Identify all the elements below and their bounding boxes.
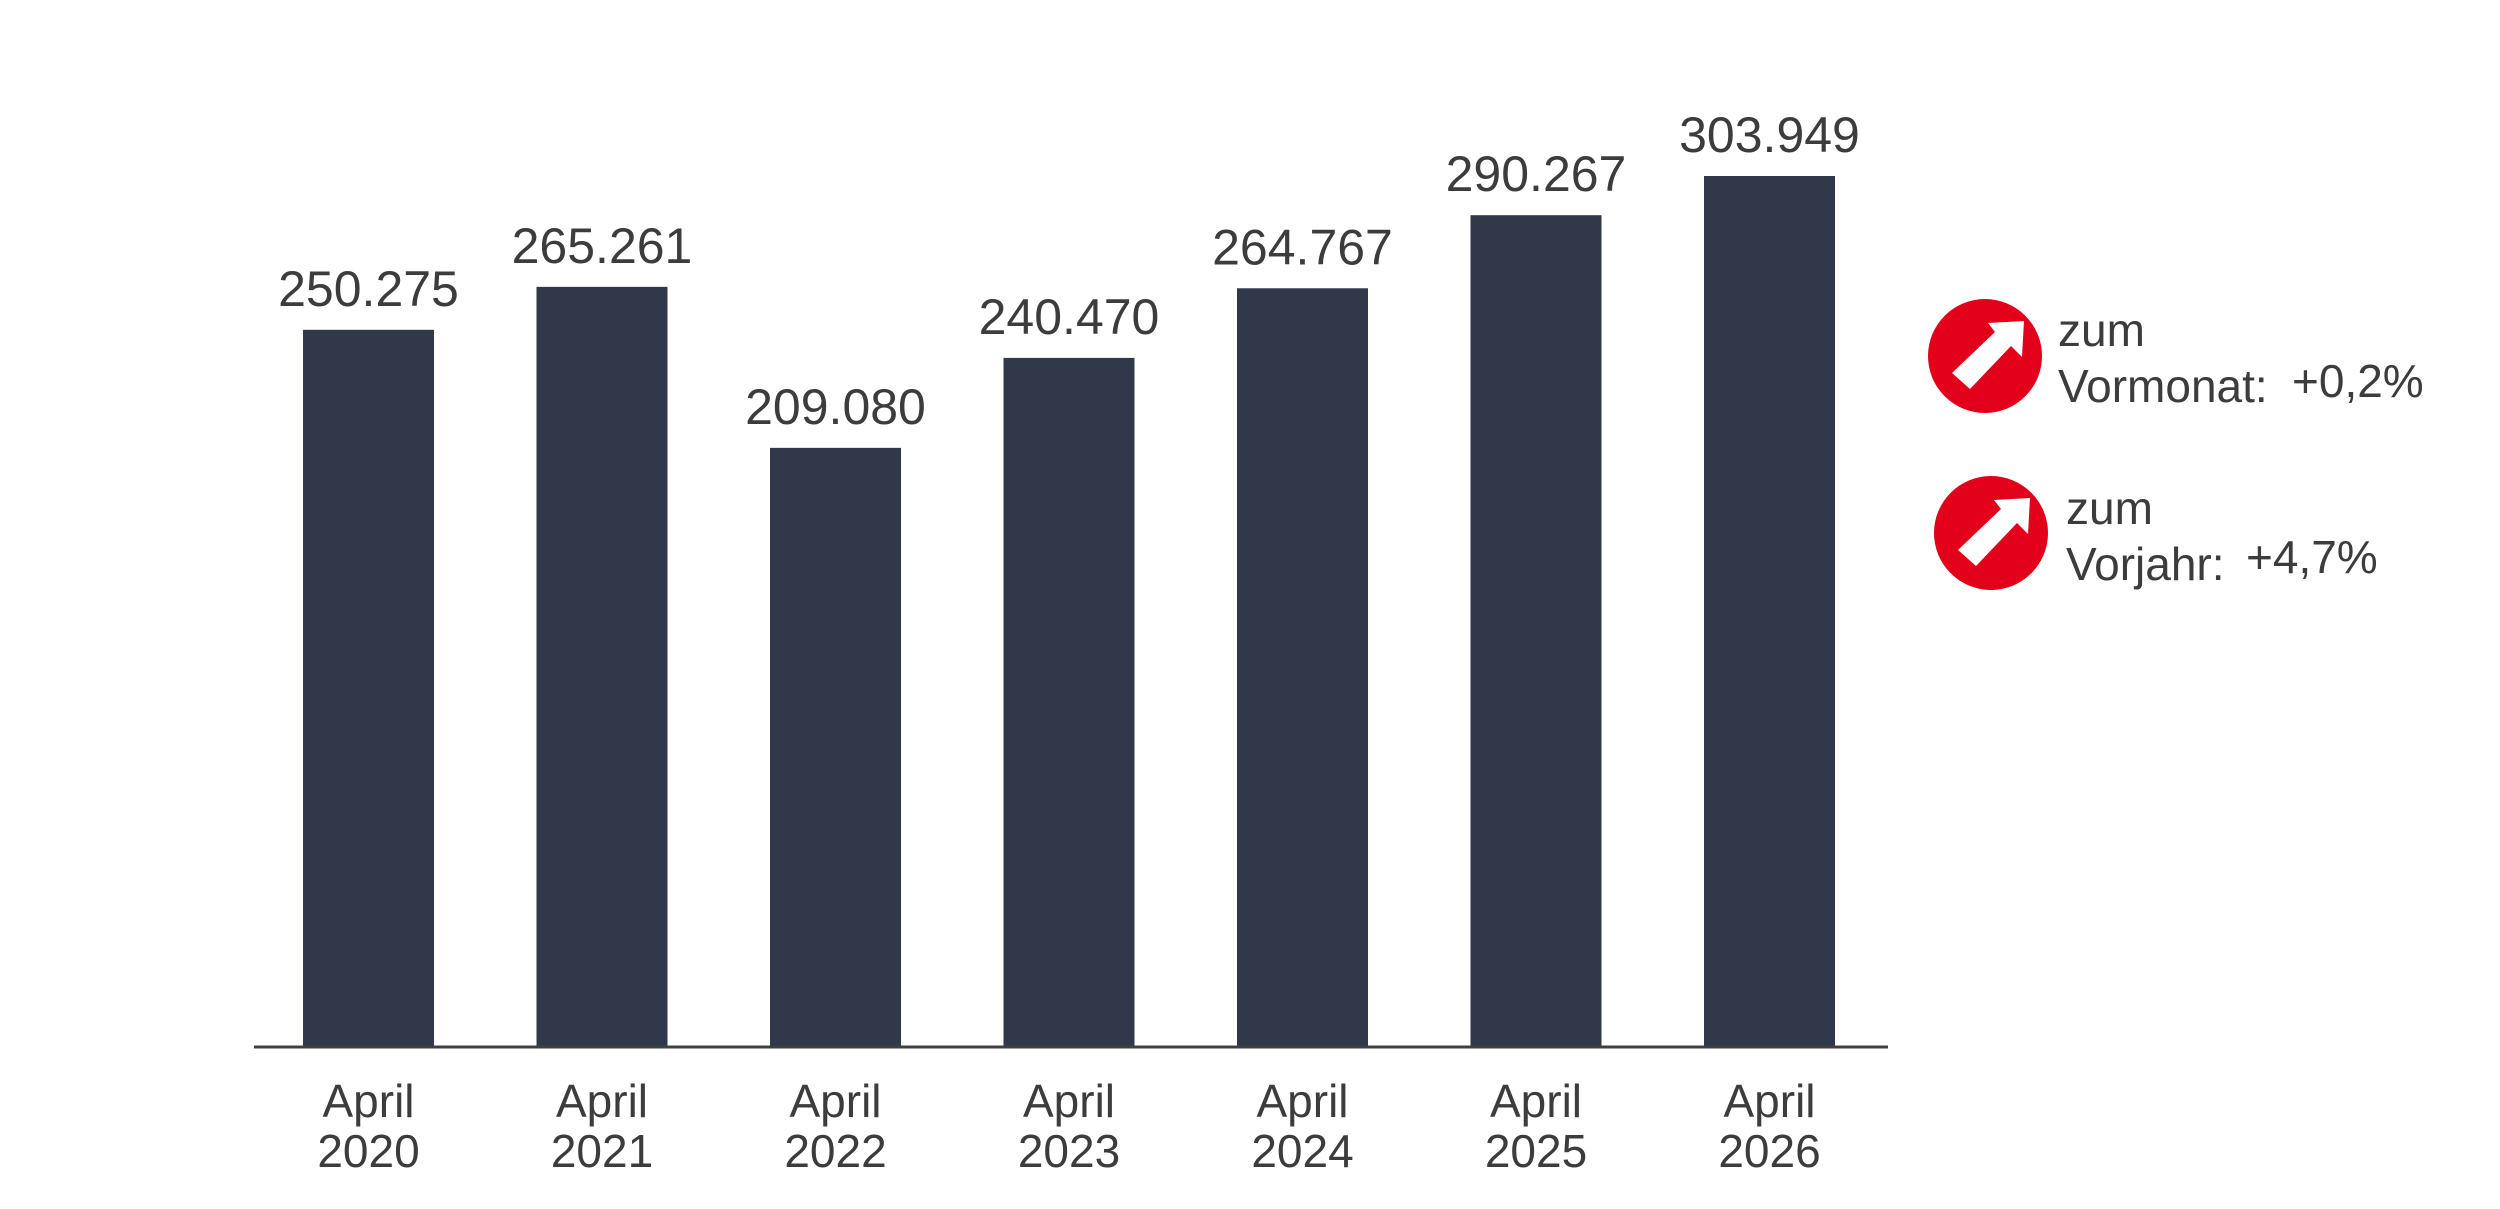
x-tick-labels-group: April2020April2021April2022April2023Apri… <box>317 1075 1820 1177</box>
indicator-label-line1: zum <box>2066 482 2153 534</box>
bar <box>1470 215 1602 1048</box>
arrow-up-right-icon <box>1934 476 2048 590</box>
bar-value-label: 250.275 <box>278 261 459 317</box>
x-tick-label: 2023 <box>1018 1125 1120 1177</box>
bar-value-label: 264.767 <box>1212 219 1393 275</box>
x-tick-label: April <box>1490 1075 1582 1127</box>
x-tick-label: 2025 <box>1485 1125 1587 1177</box>
bar <box>536 286 668 1047</box>
x-tick-label: 2026 <box>1718 1125 1820 1177</box>
x-tick-label: April <box>322 1075 414 1127</box>
bar <box>1237 288 1368 1048</box>
x-tick-label: April <box>556 1075 648 1127</box>
x-tick-label: 2021 <box>551 1125 653 1177</box>
x-tick-label: 2020 <box>317 1125 419 1177</box>
indicator-label-line2: Vorjahr: <box>2066 538 2225 590</box>
bars-group <box>303 176 1835 1048</box>
indicator-value: +4,7% <box>2246 531 2378 583</box>
bar-value-label: 240.470 <box>979 289 1160 345</box>
indicator-label-line1: zum <box>2058 304 2145 356</box>
bar-value-label: 265.261 <box>512 218 693 274</box>
x-tick-label: April <box>1723 1075 1815 1127</box>
x-tick-label: 2024 <box>1251 1125 1353 1177</box>
bar <box>303 329 434 1048</box>
indicator-label-line2: Vormonat: <box>2058 360 2268 412</box>
x-tick-label: April <box>1023 1075 1115 1127</box>
x-tick-label: 2022 <box>784 1125 886 1177</box>
bar <box>1704 176 1835 1047</box>
bar <box>1003 357 1135 1047</box>
indicator-value: +0,2% <box>2292 355 2424 407</box>
value-labels-group: 250.275 265.261 209.080 240.470 264.767 290.2… <box>278 107 1860 435</box>
bar-value-label: 209.080 <box>745 379 926 435</box>
bar-value-label: 303.949 <box>1679 107 1860 163</box>
bar <box>770 447 901 1047</box>
x-tick-label: April <box>1256 1075 1348 1127</box>
x-tick-label: April <box>789 1075 881 1127</box>
arrow-up-right-icon <box>1928 299 2042 413</box>
indicator-label: zum Vorjahr: <box>2066 480 2225 592</box>
indicator-label: zum Vormonat: <box>2058 302 2268 414</box>
bar-value-label: 290.267 <box>1446 146 1627 202</box>
